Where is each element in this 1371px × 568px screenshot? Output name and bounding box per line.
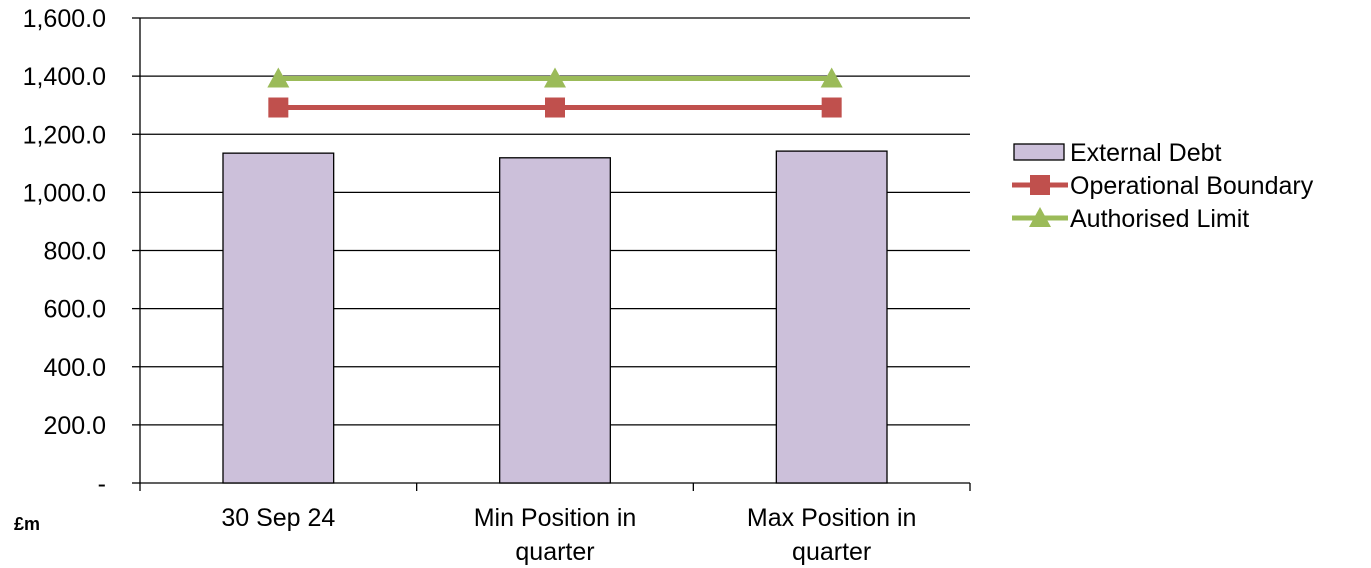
line-series [267,67,843,118]
y-tick-label: 1,000.0 [23,179,106,207]
y-tick-label: - [98,470,106,498]
bar [499,157,611,484]
legend-swatch [1013,143,1065,161]
y-tick-label: 200.0 [43,412,106,440]
point [821,97,842,118]
legend-label: External Debt [1070,139,1222,167]
legend-label: Operational Boundary [1070,172,1314,200]
point [820,67,843,88]
y-tick-label: 1,200.0 [23,121,106,149]
legend: External Debt Operational Boundary Authori… [1012,139,1314,233]
y-tick-label: 1,400.0 [23,63,106,91]
point [1030,175,1050,195]
x-axis: 30 Sep 24 Min Position in quarter Max Posit… [139,482,971,566]
point [544,67,566,88]
y-axis-unit-label: £m [14,514,40,534]
bar-series-external-debt [222,150,888,484]
bar [775,150,888,484]
y-tick-label: 800.0 [43,238,106,266]
y-axis: - 200.0 400.0 600.0 800.0 1,000.0 1,200.0 1,400… [23,5,141,498]
x-tick-label: Max Position in quarter [747,504,917,566]
point [545,97,565,118]
point [267,67,290,88]
y-tick-label: 1,600.0 [23,5,106,33]
point [1029,207,1051,227]
y-tick-label: 600.0 [43,296,106,324]
x-tick-label: 30 Sep 24 [221,504,335,532]
point [268,97,289,118]
y-tick-label: 400.0 [43,354,106,382]
x-tick-label: Min Position in quarter [474,504,637,566]
legend-label: Authorised Limit [1070,205,1249,233]
bar [222,152,335,484]
